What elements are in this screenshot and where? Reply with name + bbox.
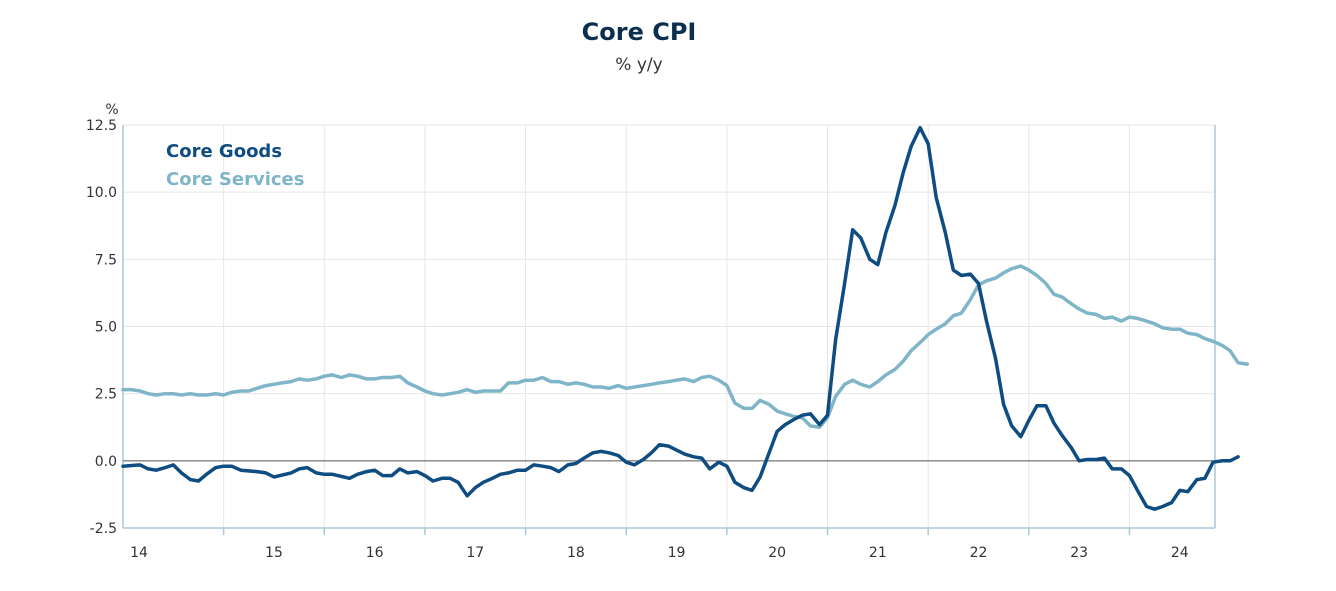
x-tick-label: 16 — [366, 545, 384, 561]
axes — [122, 125, 1216, 535]
x-tick-label: 14 — [130, 545, 148, 561]
legend-core-services: Core Services — [166, 169, 304, 190]
chart-subtitle: % y/y — [615, 55, 662, 75]
y-axis-unit-label: % — [105, 102, 118, 118]
x-tick-label: 17 — [466, 545, 484, 561]
series-line-core-services — [121, 264, 1249, 430]
y-tick-labels: -2.5 0.0 2.5 5.0 7.5 10.0 12.5 — [86, 118, 117, 537]
x-tick-labels: 14 15 16 17 18 19 20 21 22 23 24 — [130, 545, 1189, 561]
x-tick-label: 21 — [869, 545, 887, 561]
x-tick-label: 15 — [265, 545, 283, 561]
y-tick-label: 7.5 — [95, 252, 117, 268]
x-tick-label: 22 — [970, 545, 988, 561]
legend-core-goods: Core Goods — [166, 141, 282, 162]
x-tick-label: 18 — [567, 545, 585, 561]
y-tick-label: 12.5 — [86, 118, 117, 134]
y-tick-label: 10.0 — [86, 185, 117, 201]
chart-title: Core CPI — [582, 18, 697, 46]
legend: Core Goods Core Services — [166, 141, 304, 190]
y-tick-label: 5.0 — [95, 320, 117, 336]
y-tick-label: 0.0 — [95, 454, 117, 470]
x-tick-label: 20 — [768, 545, 786, 561]
series-lines — [121, 125, 1249, 511]
x-tick-label: 24 — [1171, 545, 1189, 561]
y-tick-label: 2.5 — [95, 387, 117, 403]
series-line-core-goods — [121, 125, 1240, 511]
x-tick-label: 23 — [1070, 545, 1088, 561]
x-tick-label: 19 — [668, 545, 686, 561]
y-tick-label: -2.5 — [90, 521, 117, 537]
